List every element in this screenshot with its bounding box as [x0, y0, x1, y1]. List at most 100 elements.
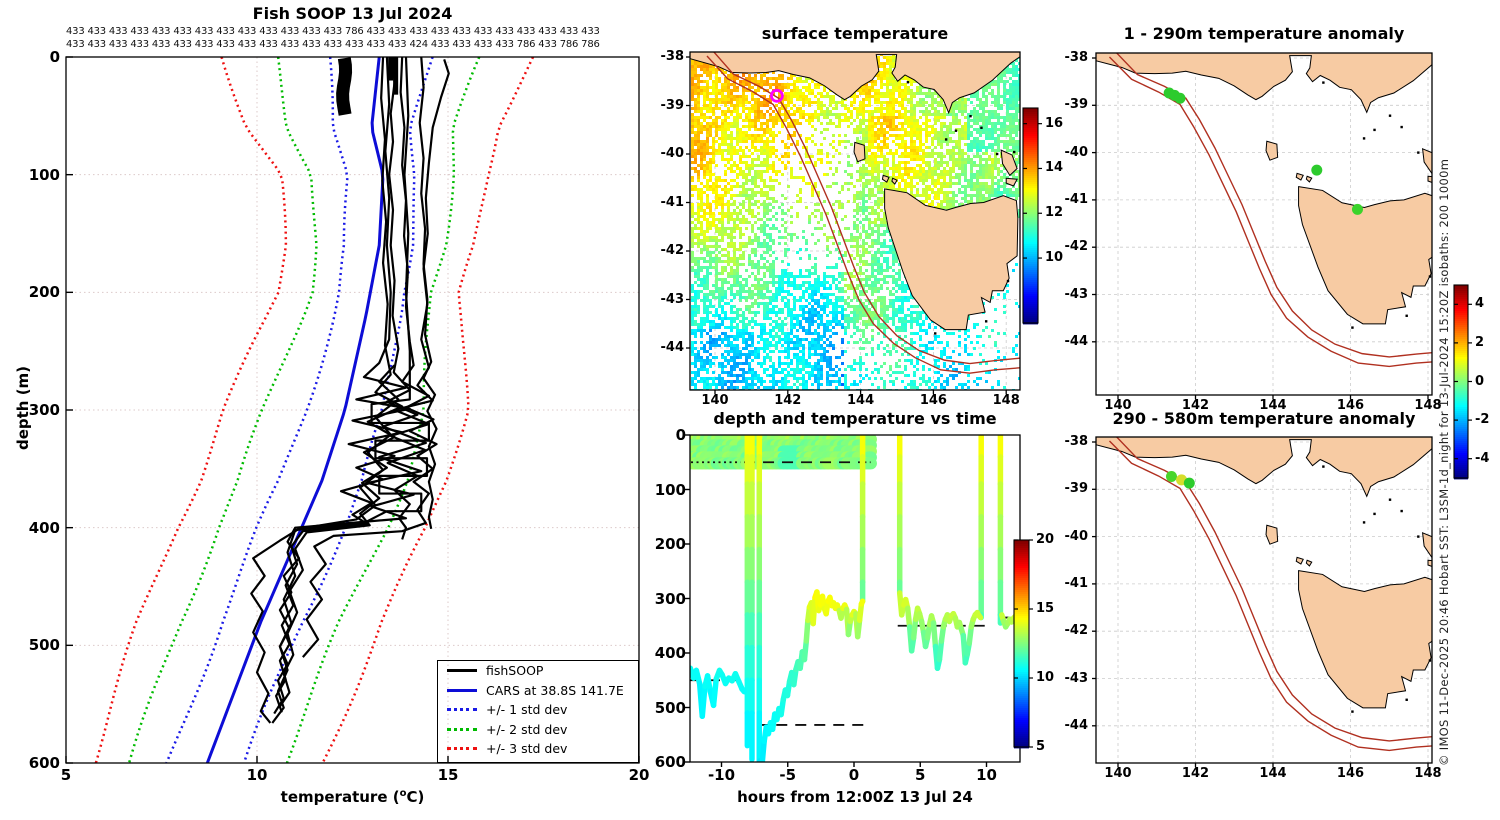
island-speck — [1400, 509, 1403, 513]
landmass — [1305, 559, 1313, 567]
island-speck — [1006, 279, 1010, 283]
anomaly-top-y-tick-label: -43 — [1064, 286, 1089, 302]
time-x-tick-label: 5 — [915, 766, 926, 784]
island-speck — [1351, 710, 1354, 713]
island-speck — [906, 81, 910, 84]
island-speck — [1428, 275, 1432, 278]
profile-y-tick-label: 100 — [28, 165, 60, 184]
landmass — [690, 52, 1020, 115]
anomaly-dot — [1174, 92, 1186, 104]
island-speck — [1322, 465, 1325, 468]
landmass — [1427, 175, 1432, 183]
fishsoop-profile — [418, 56, 438, 530]
profile-y-tick-label: 500 — [28, 636, 60, 655]
anomaly-top-y-tick-label: -41 — [1064, 191, 1089, 207]
land-shapes — [690, 52, 1020, 335]
anomaly-top-title: 1 - 290m temperature anomaly — [1123, 24, 1405, 43]
sst-y-tick-label: -39 — [660, 97, 685, 113]
island-speck — [980, 126, 983, 130]
profile-y-tick-label: 300 — [28, 401, 60, 419]
island-speck — [954, 129, 958, 132]
sst-y-tick-label: -40 — [660, 146, 685, 161]
std-dev-curve-3 — [94, 56, 288, 764]
island-speck — [1417, 535, 1420, 538]
ship-position-marker — [769, 88, 784, 103]
anomaly-bottom-y-tick-label: -41 — [1064, 575, 1089, 591]
anomaly-bottom-x-tick-label: 140 — [1104, 766, 1132, 781]
anomaly-bottom-y-tick-label: -42 — [1064, 623, 1089, 639]
anomaly-dot — [1183, 477, 1195, 489]
landmass — [853, 141, 866, 163]
anomaly-bottom-x-tick-label: 146 — [1336, 766, 1365, 781]
legend-item-label: +/- 3 std dev — [486, 741, 568, 757]
anomaly-colorbar-tick-label: 4 — [1475, 296, 1485, 312]
landmass — [1096, 437, 1432, 498]
profile-x-tick-label: 15 — [437, 766, 459, 784]
legend-line-swatch — [447, 747, 477, 751]
landmass — [881, 174, 890, 183]
legend-line-swatch — [447, 688, 477, 692]
sst-panel-title: surface temperature — [761, 24, 949, 43]
profile-header-row-1: 433 433 433 433 433 433 433 433 433 433 … — [66, 26, 600, 37]
landmass — [1427, 559, 1432, 567]
degree-superscript: o — [399, 788, 407, 799]
time-y-tick-label: 100 — [654, 480, 686, 499]
anomaly-map-top — [1092, 52, 1433, 399]
landmass — [1298, 570, 1432, 709]
sst-y-tick-label: -43 — [660, 291, 685, 307]
std-dev-curve-2 — [127, 56, 318, 764]
landmass — [1005, 177, 1018, 187]
temperature-axis-label: temperature (oC) — [66, 788, 639, 806]
isobath-line — [706, 55, 1020, 374]
landmass — [1421, 532, 1432, 559]
sst-x-tick-label: 146 — [919, 393, 947, 408]
time-panel-frame — [689, 434, 1021, 763]
anomaly-top-y-tick-label: -44 — [1064, 333, 1089, 349]
std-dev-curve-2 — [285, 56, 481, 764]
land-shapes — [1096, 53, 1432, 329]
anomaly-colorbar-tick-label: -4 — [1475, 450, 1490, 466]
time-x-tick-label: -5 — [779, 766, 797, 784]
anomaly-dot — [1351, 203, 1363, 215]
island-speck — [1405, 314, 1408, 317]
time-x-tick-label: -10 — [707, 766, 736, 784]
legend-item: CARS at 38.8S 141.7E — [438, 681, 638, 701]
sst-map — [686, 51, 1021, 394]
anomaly-top-y-tick-label: -42 — [1064, 239, 1089, 255]
landmass — [1000, 149, 1018, 177]
island-speck — [1362, 137, 1366, 140]
isobath-line — [1108, 440, 1432, 752]
deep-drift-track — [690, 665, 748, 719]
profile-panel — [65, 56, 640, 764]
temperature-axis-label-post: C) — [406, 788, 425, 806]
anomaly-bottom-y-tick-label: -38 — [1064, 434, 1089, 449]
deep-drift-track — [757, 589, 866, 762]
island-speck — [1322, 81, 1325, 84]
island-speck — [1351, 326, 1354, 329]
sst-colorbar-tick-label: 10 — [1045, 250, 1064, 266]
anomaly-bottom-y-tick-label: -39 — [1064, 481, 1089, 497]
fishsoop-profile — [279, 56, 404, 708]
landmass — [1265, 524, 1279, 545]
island-speck — [934, 332, 937, 335]
profile-x-tick-label: 20 — [628, 766, 650, 784]
profile-y-tick-label: 600 — [28, 754, 60, 772]
hours-axis-label: hours from 12:00Z 13 Jul 24 — [737, 788, 973, 806]
surface-band — [690, 435, 877, 470]
island-speck — [969, 114, 972, 118]
legend-item-label: +/- 2 std dev — [486, 721, 568, 737]
anomaly-bottom-x-tick-label: 148 — [1414, 766, 1442, 781]
deep-drift-track — [896, 590, 984, 672]
legend-item: +/- 3 std dev — [438, 739, 638, 759]
landmass — [1295, 172, 1304, 181]
fishsoop-profile — [302, 56, 438, 658]
anomaly-bottom-y-tick-label: -44 — [1064, 717, 1089, 733]
anomaly-bottom-y-tick-label: -43 — [1064, 670, 1089, 686]
sst-colorbar — [1022, 107, 1042, 325]
legend-item: +/- 1 std dev — [438, 700, 638, 720]
anomaly-dot — [1165, 471, 1177, 483]
anomaly-map-top-frame — [1095, 52, 1433, 396]
profile-x-tick-label: 10 — [246, 766, 268, 784]
